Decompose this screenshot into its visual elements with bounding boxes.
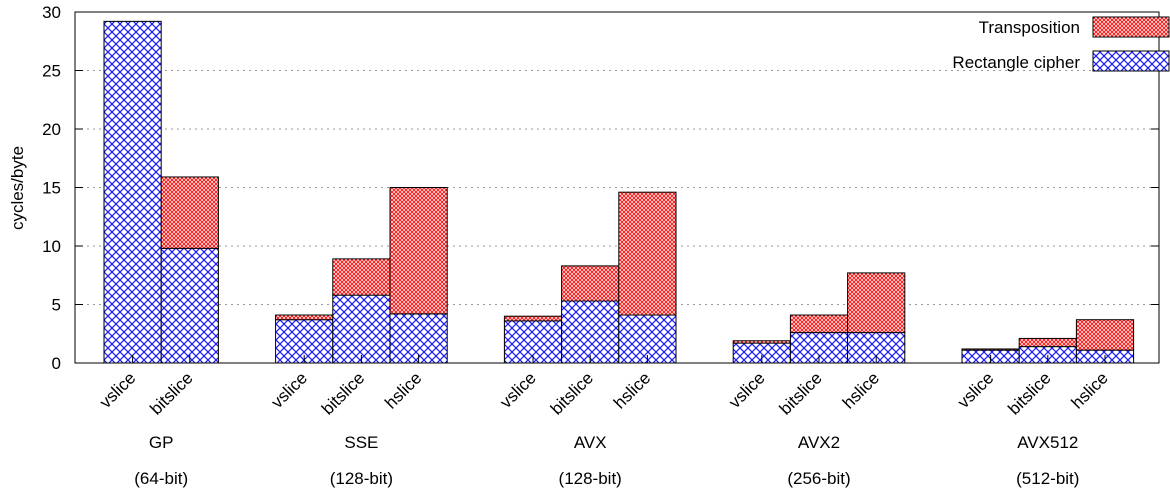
- y-tick-label: 25: [42, 62, 61, 81]
- y-tick-label: 5: [52, 296, 61, 315]
- x-tick-label: hslice: [381, 368, 425, 412]
- group-sublabel: (256-bit): [787, 469, 850, 488]
- group-sublabel: (512-bit): [1016, 469, 1079, 488]
- y-tick-label: 20: [42, 120, 61, 139]
- x-tick-label: bitslice: [776, 368, 826, 418]
- bar-transposition: [961, 348, 1020, 351]
- y-axis-title: cycles/byte: [8, 146, 27, 230]
- bar-transposition: [389, 187, 448, 315]
- group-label: AVX512: [1017, 433, 1078, 452]
- bar-rectangle-cipher: [160, 247, 219, 364]
- y-tick-label: 15: [42, 179, 61, 198]
- x-tick-label: vslice: [725, 368, 768, 411]
- x-tick-label: bitslice: [547, 368, 597, 418]
- group-label: GP: [149, 433, 174, 452]
- x-tick-label: bitslice: [1004, 368, 1054, 418]
- bar-transposition: [1018, 337, 1077, 348]
- x-tick-label: bitslice: [146, 368, 196, 418]
- x-tick-label: hslice: [839, 368, 883, 412]
- group-label: SSE: [344, 433, 378, 452]
- x-tick-label: hslice: [1068, 368, 1112, 412]
- group-label: AVX2: [798, 433, 840, 452]
- y-tick-label: 0: [52, 354, 61, 373]
- bar-transposition: [275, 314, 334, 321]
- bar-transposition: [561, 265, 620, 302]
- bar-rectangle-cipher: [332, 294, 391, 364]
- bar-transposition: [789, 314, 849, 334]
- bar-transposition: [1075, 319, 1135, 351]
- x-tick-label: vslice: [954, 368, 997, 411]
- x-tick-label: bitslice: [318, 368, 368, 418]
- legend-swatch-transposition: [1092, 16, 1170, 38]
- legend-label-transposition: Transposition: [979, 18, 1080, 37]
- x-tick-label: vslice: [96, 368, 139, 411]
- bar-transposition: [503, 315, 563, 322]
- bar-rectangle-cipher: [561, 300, 620, 364]
- bar-transposition: [332, 258, 391, 296]
- bar-transposition: [847, 272, 906, 334]
- x-tick-label: hslice: [610, 368, 654, 412]
- x-tick-label: vslice: [496, 368, 539, 411]
- bar-transposition: [160, 176, 219, 249]
- y-tick-label: 10: [42, 237, 61, 256]
- legend: Transposition Rectangle cipher: [952, 16, 1170, 72]
- legend-swatch-rectangle-cipher: [1092, 50, 1170, 72]
- bar-rectangle-cipher: [103, 20, 162, 364]
- bar-transposition: [732, 340, 791, 344]
- group-sublabel: (128-bit): [330, 469, 393, 488]
- group-label: AVX: [574, 433, 607, 452]
- legend-label-rectangle-cipher: Rectangle cipher: [952, 53, 1080, 72]
- group-sublabel: (128-bit): [559, 469, 622, 488]
- y-tick-label: 30: [42, 3, 61, 22]
- group-sublabel: (64-bit): [134, 469, 188, 488]
- bar-transposition: [618, 191, 677, 316]
- bars: [103, 20, 1135, 364]
- x-tick-label: vslice: [268, 368, 311, 411]
